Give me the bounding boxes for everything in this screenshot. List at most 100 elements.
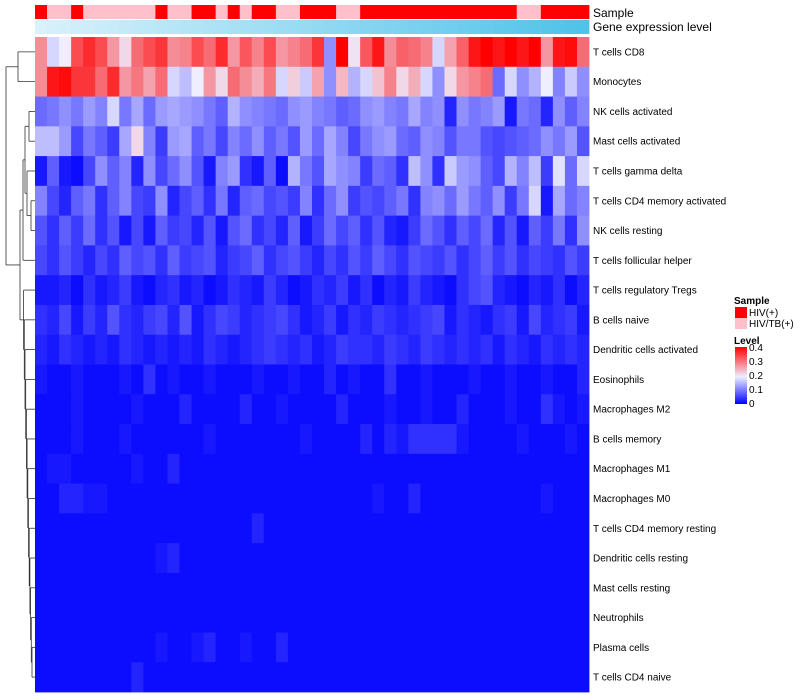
- heatmap-cell: [131, 275, 144, 306]
- heatmap-cell: [191, 602, 205, 633]
- heatmap-cell: [191, 126, 205, 157]
- heatmap-cell: [480, 275, 494, 306]
- heatmap-cell: [420, 126, 433, 157]
- heatmap-cell: [107, 543, 120, 574]
- heatmap-cell: [155, 215, 168, 246]
- heatmap-cell: [215, 185, 229, 217]
- heatmap-cell: [71, 215, 84, 246]
- heatmap-cell: [95, 334, 108, 365]
- heatmap-cell: [71, 185, 84, 217]
- heatmap-cell: [251, 37, 265, 68]
- heatmap-cell: [396, 96, 409, 127]
- heatmap-cell: [215, 96, 229, 127]
- heatmap-cell: [35, 245, 48, 276]
- heatmap-cell: [384, 185, 397, 217]
- heatmap-cell: [324, 156, 337, 187]
- heatmap-cell: [396, 543, 409, 574]
- heatmap-cell: [408, 126, 421, 157]
- heatmap-cell: [71, 394, 84, 425]
- heatmap-cell: [107, 394, 120, 425]
- heatmap-cell: [420, 275, 433, 306]
- heatmap-cell: [576, 543, 590, 574]
- heatmap-cell: [59, 215, 72, 246]
- heatmap-cell: [167, 245, 180, 276]
- heatmap-cell: [312, 662, 325, 693]
- heatmap-cell: [432, 66, 445, 97]
- heatmap-cell: [444, 602, 457, 633]
- heatmap-cell: [564, 66, 578, 97]
- gene-expression-cell: [263, 20, 277, 34]
- heatmap-cell: [360, 37, 373, 68]
- heatmap-cell: [336, 275, 349, 306]
- heatmap-cell: [203, 662, 217, 693]
- heatmap-cell: [480, 215, 494, 246]
- heatmap-cell: [95, 364, 108, 395]
- heatmap-cell: [179, 156, 192, 187]
- heatmap-cell: [203, 364, 217, 395]
- heatmap-cell: [360, 66, 373, 97]
- heatmap-cell: [312, 483, 325, 514]
- heatmap-cell: [348, 543, 361, 574]
- heatmap-cell: [312, 185, 325, 217]
- heatmap-cell: [576, 602, 590, 633]
- heatmap-cell: [35, 602, 48, 633]
- heatmap-cell: [239, 394, 253, 425]
- heatmap-cell: [528, 156, 542, 187]
- row-label: Monocytes: [593, 77, 641, 88]
- heatmap-cell: [263, 602, 277, 633]
- heatmap-cell: [444, 275, 457, 306]
- sample-annotation-cell: [251, 5, 265, 19]
- heatmap-cell: [540, 394, 554, 425]
- heatmap-cell: [71, 66, 84, 97]
- heatmap-cell: [336, 424, 349, 455]
- heatmap-cell: [47, 215, 60, 246]
- heatmap-cell: [47, 453, 60, 484]
- heatmap-cell: [191, 424, 205, 455]
- heatmap-cell: [299, 513, 313, 544]
- sample-annotation-cell: [384, 5, 397, 19]
- heatmap-cell: [408, 602, 421, 633]
- heatmap-cell: [59, 304, 72, 336]
- heatmap-cell: [312, 632, 325, 663]
- heatmap-cell: [540, 96, 554, 127]
- heatmap-cell: [203, 275, 217, 306]
- heatmap-cell: [263, 275, 277, 306]
- row-label: Mast cells resting: [593, 583, 670, 594]
- row-label: Mast cells activated: [593, 137, 680, 148]
- heatmap-cell: [215, 245, 229, 276]
- heatmap-cell: [408, 483, 421, 514]
- heatmap-cell: [59, 602, 72, 633]
- legend-level-tick-02: 0.2: [749, 371, 763, 382]
- row-label: Macrophages M0: [593, 494, 671, 505]
- heatmap-cell: [408, 156, 421, 187]
- heatmap-cell: [576, 185, 590, 217]
- gene-expression-cell: [528, 20, 542, 34]
- heatmap-cell: [299, 275, 313, 306]
- heatmap-cell: [239, 632, 253, 663]
- row-label: B cells naive: [593, 315, 650, 326]
- heatmap-cell: [191, 572, 205, 604]
- heatmap-cell: [396, 424, 409, 455]
- heatmap-cell: [47, 66, 60, 97]
- heatmap-cell: [336, 632, 349, 663]
- heatmap-cell: [167, 215, 180, 246]
- heatmap-cell: [83, 632, 96, 663]
- heatmap-cell: [564, 126, 578, 157]
- sample-annotation-cell: [312, 5, 325, 19]
- sample-annotation-cell: [167, 5, 180, 19]
- heatmap-cell: [275, 66, 289, 97]
- heatmap-cell: [167, 126, 180, 157]
- heatmap-cell: [155, 185, 168, 217]
- heatmap-cell: [167, 543, 180, 574]
- heatmap-cell: [576, 215, 590, 246]
- heatmap-cell: [576, 334, 590, 365]
- heatmap-cell: [384, 37, 397, 68]
- sample-annotation-cell: [372, 5, 385, 19]
- heatmap-cell: [107, 453, 120, 484]
- heatmap-cell: [203, 334, 217, 365]
- heatmap-cell: [420, 572, 433, 604]
- heatmap-cell: [432, 126, 445, 157]
- heatmap-cell: [552, 394, 566, 425]
- heatmap-cell: [324, 215, 337, 246]
- heatmap-cell: [155, 513, 168, 544]
